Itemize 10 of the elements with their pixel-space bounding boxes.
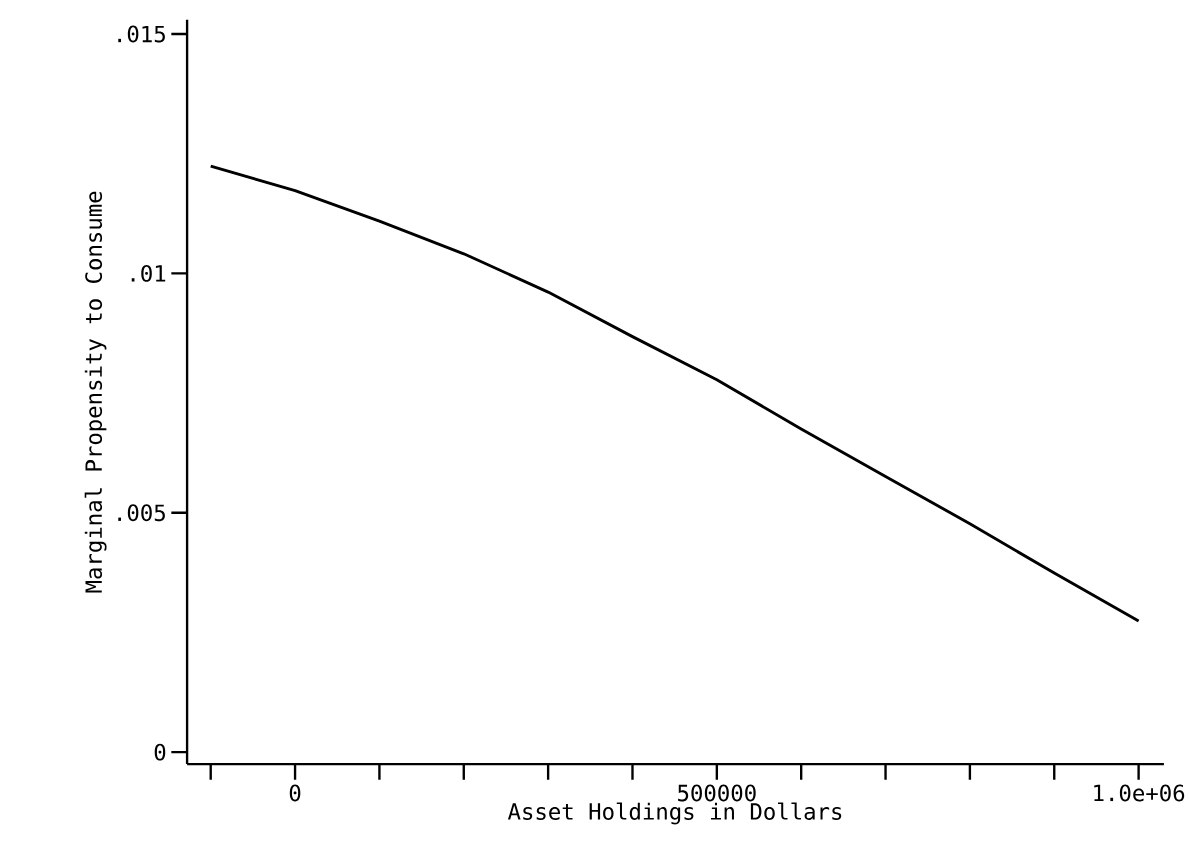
x-tick-label: 0 bbox=[289, 784, 301, 802]
line-series bbox=[209, 164, 1141, 623]
x-tick-label: 500000 bbox=[678, 784, 756, 802]
x-tick-label: 1.0e+06 bbox=[1094, 784, 1185, 802]
y-tick-label: 0 bbox=[154, 743, 166, 761]
y-tick-label: .005 bbox=[118, 504, 165, 522]
y-axis-title: Marginal Propensity to Consume bbox=[84, 191, 107, 593]
x-axis-title: Asset Holdings in Dollars bbox=[507, 802, 842, 825]
y-tick-label: .015 bbox=[118, 25, 165, 43]
y-tick-label: .01 bbox=[131, 265, 166, 282]
